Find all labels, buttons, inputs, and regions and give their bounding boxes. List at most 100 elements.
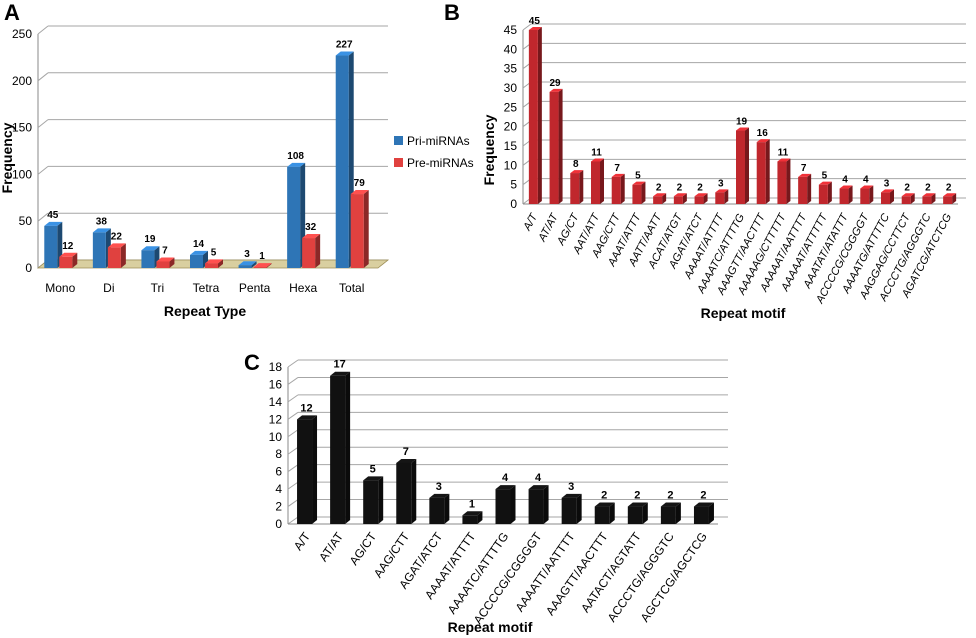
data-label: 2 — [601, 490, 607, 502]
bar-motif-18-front — [901, 196, 911, 204]
bar-motif-7-top — [673, 193, 687, 197]
data-label: 5 — [822, 171, 828, 182]
y-tick-label: 12 — [269, 412, 283, 426]
bar-motif-10-front — [736, 130, 745, 204]
bar-motif-17-front — [881, 192, 890, 204]
bar-motif-c-5-front — [462, 515, 478, 524]
chart-b: 05101520253035404545A/T29AT/AT8AG/CT11AA… — [481, 16, 966, 321]
x-tick-label: A/T — [521, 211, 541, 234]
x-tick-label: AT/AT — [316, 529, 346, 564]
data-label: 45 — [529, 16, 541, 27]
bar-motif-12-top — [777, 158, 791, 162]
bar-motif-c-1-side — [345, 371, 351, 524]
bar-motif-19-front — [922, 196, 932, 204]
data-label: 4 — [842, 175, 848, 186]
bar-motif-19 — [922, 193, 936, 204]
bar-motif-c-6-front — [495, 489, 511, 524]
bar-pre-penta-front — [253, 267, 267, 268]
bar-motif-9-front — [715, 192, 725, 204]
bar-motif-c-4-side — [444, 493, 450, 524]
bar-motif-c-6-side — [510, 485, 516, 524]
bar-motif-0-front — [528, 30, 538, 204]
gridline-depth — [287, 411, 299, 420]
bar-motif-16-top — [860, 185, 874, 189]
bar-motif-5-top — [632, 181, 646, 185]
bar-motif-7 — [673, 193, 687, 204]
data-label: 7 — [801, 163, 807, 174]
bar-motif-3-side — [600, 158, 604, 204]
bar-pre-tri-front — [156, 261, 170, 268]
data-label: 2 — [656, 182, 662, 193]
bar-motif-11-front — [756, 142, 766, 204]
bar-motif-3 — [591, 158, 604, 204]
bar-pri-penta — [238, 261, 257, 268]
x-tick-label: Total — [339, 281, 364, 295]
y-tick-label: 45 — [504, 23, 518, 37]
bar-motif-c-10-top — [627, 502, 648, 507]
gridline-depth — [287, 446, 299, 455]
bar-motif-0 — [528, 27, 542, 204]
bar-motif-14-side — [827, 181, 832, 204]
data-label: 22 — [111, 231, 123, 242]
bar-motif-c-2-front — [363, 480, 379, 524]
data-label: 32 — [305, 222, 317, 233]
bar-pri-hexa-top — [287, 162, 306, 167]
bar-motif-c-10-side — [642, 502, 648, 524]
bar-motif-c-11-top — [660, 502, 681, 507]
bar-motif-13-front — [798, 176, 808, 204]
bar-pre-hexa-top — [302, 234, 321, 239]
bar-pre-tetra-top — [205, 259, 223, 264]
bar-motif-c-5-top — [462, 511, 483, 516]
y-tick-label: 0 — [275, 517, 282, 531]
bar-pre-tri-side — [169, 257, 175, 268]
bar-motif-c-9-front — [594, 506, 610, 524]
bar-motif-c-0-top — [297, 415, 318, 420]
data-label: 14 — [193, 239, 205, 250]
gridline-depth — [287, 377, 299, 385]
bar-pri-mono-front — [44, 225, 58, 268]
legend-swatch-pri — [394, 136, 403, 145]
data-label: 7 — [614, 163, 620, 174]
bar-motif-6-side — [662, 193, 667, 204]
bar-motif-9-side — [724, 189, 729, 204]
bar-motif-13 — [798, 173, 812, 204]
data-label: 19 — [144, 234, 156, 245]
bar-pre-tri-top — [156, 257, 175, 262]
bar-pri-tetra-front — [190, 254, 203, 268]
bar-pri-tri-front — [141, 250, 155, 268]
bar-motif-3-top — [591, 158, 604, 162]
bar-motif-c-12-side — [708, 502, 714, 524]
data-label: 38 — [96, 216, 108, 227]
y-tick-label: 5 — [510, 178, 517, 192]
bar-motif-18-top — [901, 193, 915, 197]
bar-motif-c-9-top — [594, 502, 615, 507]
bar-pri-penta-front — [238, 265, 252, 268]
y-tick-label: 0 — [510, 197, 517, 211]
bar-motif-c-0-side — [312, 415, 318, 524]
data-label: 29 — [550, 78, 562, 89]
bar-motif-c-8 — [561, 493, 582, 524]
bar-motif-5 — [632, 181, 646, 204]
y-tick-label: 6 — [275, 465, 282, 479]
bar-motif-6 — [653, 193, 667, 204]
y-axis-title: Frequency — [481, 114, 497, 185]
bar-pri-tetra-top — [190, 250, 208, 255]
x-tick-label: A/T — [291, 529, 314, 553]
bar-motif-2-side — [579, 170, 584, 204]
data-label: 5 — [370, 463, 376, 475]
x-axis-title: Repeat Type — [164, 303, 246, 319]
x-axis-title: Repeat motif — [448, 619, 533, 635]
bar-motif-20-side — [952, 193, 957, 204]
bar-motif-0-top — [528, 27, 542, 30]
bar-pre-tetra — [205, 259, 223, 268]
data-label: 2 — [677, 182, 683, 193]
bar-pre-tetra-side — [218, 259, 223, 268]
y-tick-label: 8 — [275, 447, 282, 461]
x-tick-label: AATACT/AGTATT — [578, 529, 644, 615]
bar-motif-c-11-side — [675, 502, 681, 524]
y-tick-label: 150 — [12, 121, 32, 135]
bar-motif-13-top — [798, 173, 812, 177]
bar-pre-tri — [156, 257, 175, 268]
data-label: 45 — [47, 210, 59, 221]
